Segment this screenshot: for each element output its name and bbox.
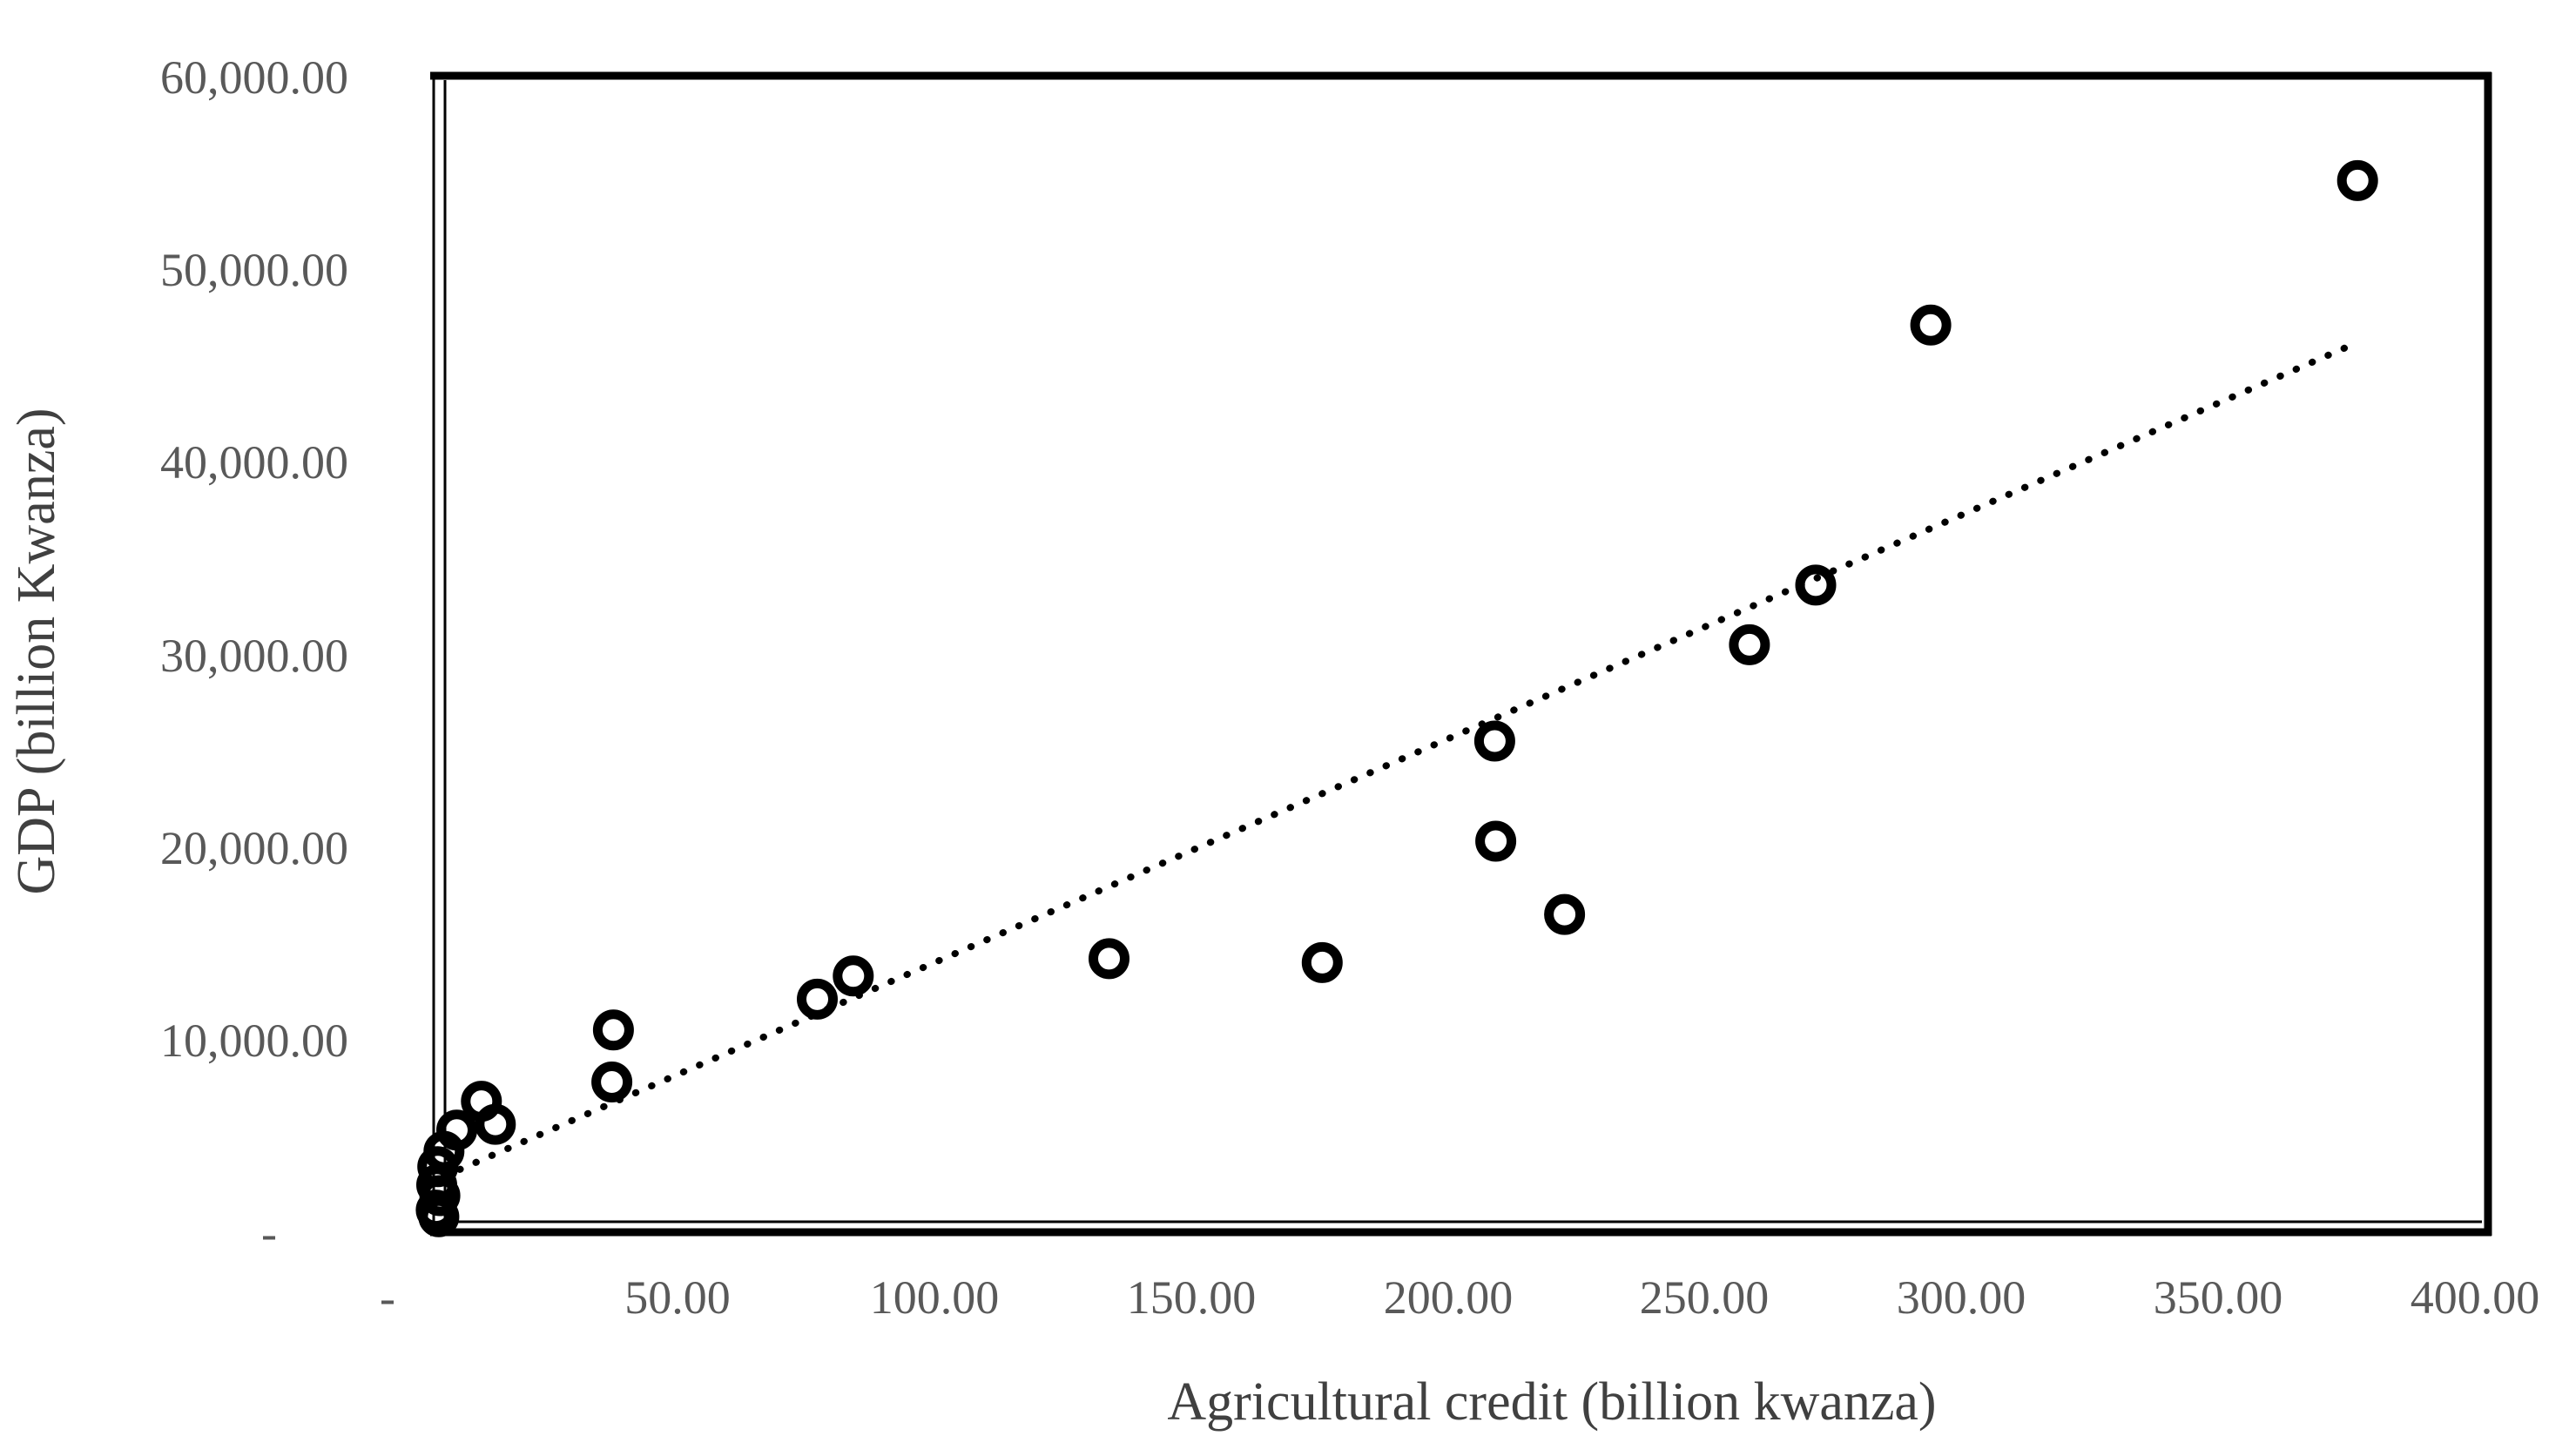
data-point <box>1089 938 1129 980</box>
plot-area-border <box>430 71 2492 1237</box>
x-axis-title: Agricultural credit (billion kwanza) <box>1167 1372 1936 1432</box>
data-point <box>1795 564 1837 606</box>
data-point <box>591 1062 633 1102</box>
x-tick-label: - <box>380 1271 395 1324</box>
data-point <box>1910 304 1952 346</box>
data-point <box>1729 624 1770 665</box>
y-axis-title: GDP (billion Kwanza) <box>7 408 66 894</box>
y-tick-label: 30,000.00 <box>160 630 348 682</box>
data-point <box>475 1103 516 1145</box>
x-tick-label: 100.00 <box>870 1271 1000 1324</box>
y-tick-label: 60,000.00 <box>160 51 348 104</box>
data-point <box>436 1109 477 1151</box>
data-point <box>1301 941 1343 983</box>
data-point <box>2336 159 2378 201</box>
data-point <box>797 978 838 1020</box>
data-point <box>833 955 874 997</box>
y-tick-label: 50,000.00 <box>160 244 348 296</box>
data-point <box>592 1009 634 1051</box>
data-point <box>1544 893 1586 935</box>
y-tick-label: 20,000.00 <box>160 822 348 874</box>
x-tick-label: 350.00 <box>2154 1271 2283 1324</box>
x-tick-label: 250.00 <box>1640 1271 1770 1324</box>
data-point <box>1473 720 1515 762</box>
x-tick-label: 50.00 <box>624 1271 731 1324</box>
y-tick-label: - <box>261 1207 277 1259</box>
data-point <box>1475 820 1517 862</box>
y-tick-label: 40,000.00 <box>160 436 348 489</box>
x-tick-label: 300.00 <box>1897 1271 2026 1324</box>
y-axis-tick-labels: - 10,000.00 20,000.00 30,000.00 40,000.00 50,… <box>160 51 348 1259</box>
trendline-group <box>440 339 2362 1180</box>
x-tick-label: 400.00 <box>2411 1271 2540 1324</box>
data-points-group <box>415 159 2378 1237</box>
x-axis-tick-labels: - 50.00 100.00 150.00 200.00 250.00 300.00 350.… <box>380 1271 2539 1324</box>
x-tick-label: 150.00 <box>1127 1271 1257 1324</box>
x-tick-label: 200.00 <box>1384 1271 1514 1324</box>
y-tick-label: 10,000.00 <box>160 1014 348 1067</box>
trendline-dotted <box>440 339 2362 1180</box>
